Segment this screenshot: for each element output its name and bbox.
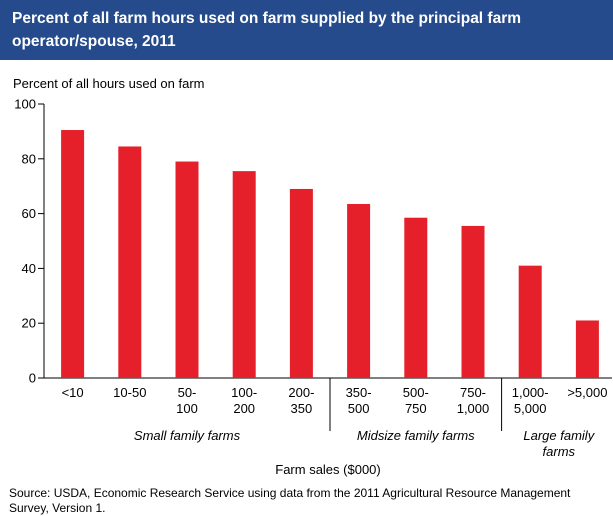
x-tick-label: >5,000: [567, 385, 607, 400]
x-tick-label: 350-: [346, 385, 372, 400]
bar: [461, 225, 485, 378]
x-tick-label: 200: [233, 401, 255, 416]
bar-chart: Percent of all hours used on farm 0 20 40 60…: [13, 76, 612, 477]
x-tick-label: 750-: [460, 385, 486, 400]
group-label: Small family farms: [134, 428, 241, 443]
x-tick-label: 500: [348, 401, 370, 416]
y-tick-label: 80: [22, 151, 36, 166]
y-tick-label: 40: [22, 261, 36, 276]
x-tick-label: 200-: [288, 385, 314, 400]
bar: [575, 320, 599, 378]
y-tick-label: 100: [14, 97, 36, 112]
bar: [175, 161, 199, 378]
bar: [232, 171, 256, 378]
x-tick-label: 100: [176, 401, 198, 416]
group-label: Large family: [523, 428, 595, 443]
bar: [518, 265, 542, 378]
group-label: farms: [543, 444, 576, 459]
bar: [404, 217, 428, 378]
y-axis-label: Percent of all hours used on farm: [13, 76, 205, 91]
bar: [289, 188, 313, 378]
x-axis-label: Farm sales ($000): [275, 462, 380, 477]
bar: [347, 204, 371, 378]
bars: [61, 130, 599, 378]
x-tick-label: 100-: [231, 385, 257, 400]
y-tick-label: 60: [22, 206, 36, 221]
chart-labels: Percent of all hours used on farm 0 20 40 60…: [13, 76, 607, 477]
chart-title: Percent of all farm hours used on farm s…: [0, 0, 613, 60]
x-tick-label: 50-: [178, 385, 197, 400]
x-tick-label: 1,000: [457, 401, 490, 416]
x-tick-label: 350: [291, 401, 313, 416]
bar: [118, 146, 142, 378]
group-label: Midsize family farms: [357, 428, 475, 443]
x-tick-label: 1,000-: [512, 385, 549, 400]
source-note: Source: USDA, Economic Research Service …: [9, 486, 571, 515]
y-tick-label: 0: [29, 371, 36, 386]
x-tick-label: 5,000: [514, 401, 547, 416]
x-tick-label: 750: [405, 401, 427, 416]
x-tick-label: 500-: [403, 385, 429, 400]
x-tick-label: 10-50: [113, 385, 146, 400]
bar: [61, 130, 85, 378]
y-tick-label: 20: [22, 316, 36, 331]
x-tick-label: <10: [62, 385, 84, 400]
